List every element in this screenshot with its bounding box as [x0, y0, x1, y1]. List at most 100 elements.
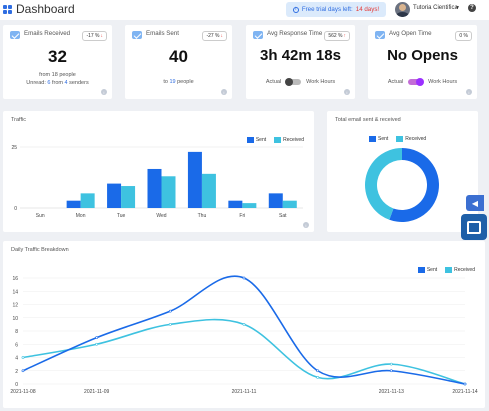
trial-label: Free trial days left:: [301, 6, 353, 13]
bar-received: [121, 186, 136, 208]
arrow-down-icon: ↓: [100, 33, 104, 39]
traffic-chart-card: Traffic Sent Received 0 25 Sun Mon Tue Wed Thu…: [3, 111, 314, 232]
trial-days: 14 days!: [355, 6, 380, 13]
x-tick-label: Fri: [239, 213, 245, 219]
chart-legend: Sent Received: [246, 137, 304, 143]
metric-sub: from 18 people: [39, 72, 76, 78]
donut-slice-received: [365, 148, 402, 220]
legend-received: Received: [445, 267, 475, 273]
info-icon[interactable]: i: [466, 89, 472, 95]
change-badge: -17 % ↓: [82, 31, 107, 41]
megaphone-button[interactable]: ◀: [466, 195, 484, 211]
chart-title: Daily Traffic Breakdown: [11, 247, 69, 253]
change-badge: 0 %: [455, 31, 472, 41]
bar-sent: [187, 151, 202, 208]
change-badge: 562 % ↑: [324, 31, 350, 41]
bar-sent: [147, 168, 162, 208]
metric-label: Avg Open Time: [389, 30, 432, 37]
info-icon[interactable]: i: [101, 89, 107, 95]
total-email-donut-chart: [365, 148, 439, 222]
toggle-label-actual: Actual: [387, 79, 404, 85]
chart-title: Total email sent & received: [335, 117, 401, 123]
grid-icon[interactable]: [3, 5, 12, 14]
metric-label: Emails Received: [24, 30, 71, 37]
total-email-chart-card: Total email sent & received Sent Receive…: [327, 111, 478, 232]
metric-value: 3h 42m 18s: [260, 47, 341, 64]
metric-value: 40: [169, 47, 188, 66]
x-tick-label: 2021-11-13: [379, 389, 404, 395]
info-circle-icon: i: [292, 6, 299, 13]
x-tick-label: 2021-11-11: [232, 389, 257, 395]
bar-received: [242, 203, 257, 208]
legend-sent: Sent: [369, 136, 388, 142]
metric-value: 32: [48, 47, 67, 66]
page-title: Dashboard: [16, 2, 75, 16]
x-tick-label: Sat: [279, 213, 287, 219]
data-point-received: [389, 362, 393, 366]
arrow-down-icon: ↓: [220, 33, 224, 39]
traffic-bar-chart: 0 25 Sun Mon Tue Wed Thu Fri Sat: [11, 145, 303, 219]
chart-legend: Sent Received: [369, 136, 426, 142]
metric-card-avg-response: Avg Response Time 562 % ↑ 3h 42m 18s Actu…: [246, 25, 355, 99]
x-tick-label: 2021-11-14: [452, 389, 477, 395]
bar-received: [161, 176, 176, 208]
avatar[interactable]: [395, 2, 410, 17]
help-icon[interactable]: ?: [468, 4, 476, 12]
chat-button[interactable]: [461, 214, 487, 240]
series-line-sent: [22, 275, 466, 385]
metric-label: Emails Sent: [146, 30, 180, 37]
legend-received: Received: [274, 137, 304, 143]
data-point-sent: [389, 369, 393, 373]
info-icon[interactable]: i: [221, 89, 227, 95]
y-tick-label: 0: [15, 382, 18, 388]
data-point-sent: [463, 382, 467, 386]
series-line-received: [22, 318, 466, 385]
metric-label: Avg Response Time: [267, 30, 323, 37]
x-tick-label: 2021-11-09: [84, 389, 109, 395]
work-hours-toggle[interactable]: [285, 77, 302, 86]
top-bar: Dashboard i Free trial days left: 14 day…: [0, 0, 489, 20]
info-icon[interactable]: i: [344, 89, 350, 95]
work-hours-toggle-row: Actual Work Hours: [246, 77, 355, 86]
x-tick-label: 2021-11-08: [10, 389, 35, 395]
data-point-received: [21, 356, 25, 359]
bar-sent: [228, 200, 243, 208]
legend-sent: Sent: [417, 267, 437, 273]
toggle-label-work-hours: Work Hours: [428, 79, 458, 85]
user-name[interactable]: Tutoria Cientifica: [413, 5, 458, 11]
chart-title: Traffic: [11, 117, 26, 123]
arrow-up-icon: ↑: [343, 33, 347, 39]
work-hours-toggle[interactable]: [408, 77, 425, 86]
data-point-sent: [242, 276, 246, 280]
y-tick-label: 2: [15, 369, 18, 375]
y-tick-label: 14: [12, 289, 18, 295]
bar-received: [282, 200, 297, 208]
donut-slice-sent: [389, 148, 439, 222]
bar-received: [201, 173, 216, 208]
bar-received: [80, 193, 95, 208]
x-tick-label: Mon: [76, 213, 86, 219]
info-icon[interactable]: i: [303, 222, 309, 228]
metric-card-emails-sent: Emails Sent -27 % ↓ 40 to 19 people i: [125, 25, 232, 99]
caret-down-icon[interactable]: ▼: [455, 5, 460, 11]
mail-icon: [10, 31, 20, 39]
data-point-sent: [21, 369, 25, 373]
data-point-received: [95, 342, 99, 346]
y-tick-label: 4: [15, 356, 18, 362]
data-point-received: [168, 322, 172, 326]
y-tick-label: 0: [14, 206, 17, 212]
mail-icon: [253, 31, 263, 39]
y-tick-label: 10: [12, 316, 18, 322]
toggle-label-work-hours: Work Hours: [306, 79, 336, 85]
metric-card-emails-received: Emails Received -17 % ↓ 32 from 18 people…: [3, 25, 112, 99]
megaphone-icon: ◀: [471, 198, 479, 208]
bar-sent: [66, 200, 81, 208]
toggle-label-actual: Actual: [265, 79, 282, 85]
trial-banner[interactable]: i Free trial days left: 14 days!: [286, 2, 386, 17]
metric-sub: to 19 people: [163, 79, 194, 85]
data-point-sent: [95, 336, 99, 340]
y-tick-label: 25: [11, 145, 17, 151]
chart-legend: Sent Received: [417, 267, 475, 273]
legend-sent: Sent: [246, 137, 266, 143]
metric-sub-unread: Unread: 6 from 4 senders: [26, 80, 89, 86]
